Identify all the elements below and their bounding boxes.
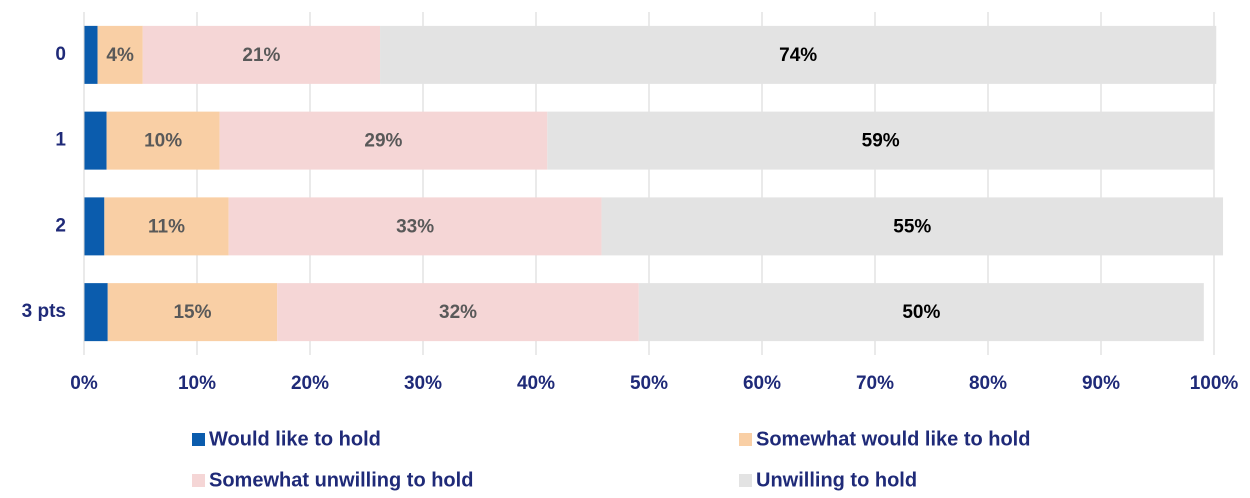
bar-segment (380, 25, 1217, 84)
bar-segment (84, 197, 105, 256)
bar-segment (84, 25, 98, 84)
legend-swatch (739, 474, 752, 487)
value-label: 10% (144, 131, 182, 152)
bar-segment (142, 25, 381, 84)
bar-segment (97, 25, 143, 84)
legend-label: Somewhat unwilling to hold (209, 469, 473, 491)
x-tick-label: 10% (178, 373, 216, 394)
legend-label: Somewhat would like to hold (756, 428, 1030, 450)
bar-segment (638, 283, 1204, 342)
value-label: 21% (242, 45, 280, 66)
x-tick-label: 20% (291, 373, 329, 394)
value-label: 32% (439, 302, 477, 323)
bar-segment (277, 283, 639, 342)
bar-segment (228, 197, 602, 256)
x-tick-label: 50% (630, 373, 668, 394)
x-tick-label: 80% (969, 373, 1007, 394)
value-label: 4% (106, 45, 134, 66)
x-tick-label: 70% (856, 373, 894, 394)
x-tick-label: 60% (743, 373, 781, 394)
legend-swatch (739, 433, 752, 446)
value-label: 74% (779, 45, 817, 66)
y-tick-label: 2 (55, 215, 66, 236)
bar-segment (107, 283, 278, 342)
legend-label: Would like to hold (209, 428, 381, 450)
bar-segment (547, 111, 1214, 170)
value-label: 50% (902, 302, 940, 323)
x-tick-label: 0% (70, 373, 98, 394)
bar-segment (104, 197, 229, 256)
x-tick-label: 100% (1190, 373, 1239, 394)
y-tick-label: 0 (55, 44, 66, 65)
y-tick-label: 3 pts (22, 301, 66, 322)
x-tick-label: 30% (404, 373, 442, 394)
bar-segment (219, 111, 548, 170)
value-label: 59% (862, 131, 900, 152)
y-tick-label: 1 (55, 130, 66, 151)
value-label: 29% (364, 131, 402, 152)
x-tick-label: 90% (1082, 373, 1120, 394)
value-label: 55% (893, 216, 931, 237)
bar-segment (106, 111, 220, 170)
bar-segment (84, 111, 107, 170)
value-label: 11% (148, 216, 185, 237)
value-label: 15% (173, 302, 211, 323)
legend-label: Unwilling to hold (756, 469, 917, 491)
legend-swatch (192, 474, 205, 487)
value-label: 33% (396, 216, 434, 237)
legend-swatch (192, 433, 205, 446)
x-tick-label: 40% (517, 373, 555, 394)
bar-segment (601, 197, 1224, 256)
bar-segment (84, 283, 108, 342)
